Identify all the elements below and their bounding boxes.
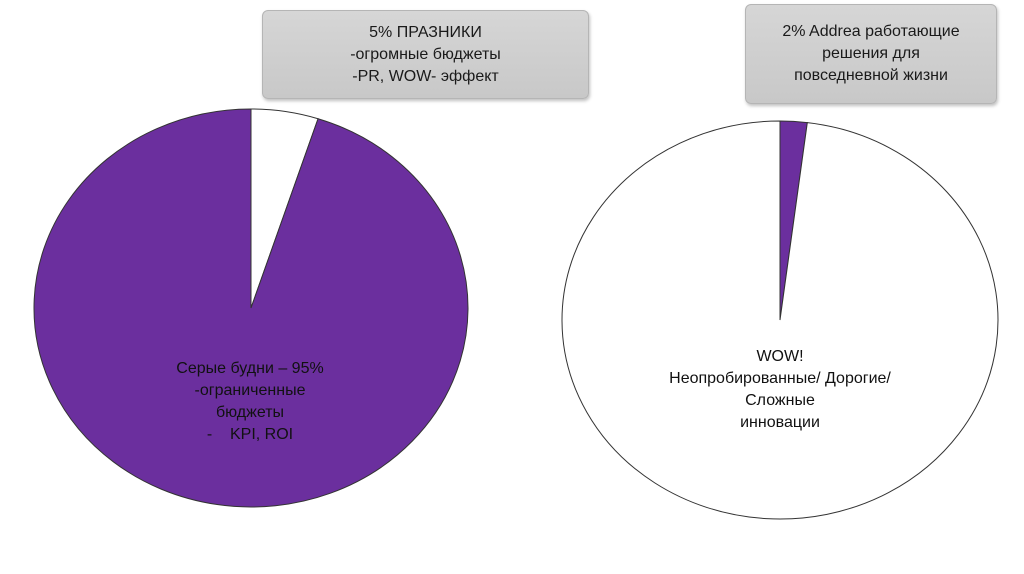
left-pie-label-line-3: бюджеты [215,404,285,421]
pie-chart-left [33,108,469,508]
right-pie-label-line-1: WOW! [756,348,804,365]
callout-left-line-3: -PR, WOW- эффект [352,67,499,85]
callout-right-line-1: 2% Addrea работающие [782,23,960,40]
left-pie-label-line-4: - KPI, ROI [206,426,294,443]
callout-right-line-2: решения для [822,45,920,62]
pie-right-slice-1 [561,120,999,520]
right-pie-label: WOW! Неопробированные/ Дорогие/ Сложные … [620,346,940,434]
callout-right: 2% Addrea работающие решения для повседн… [745,4,997,104]
pie-left-slice-1 [33,108,469,508]
right-pie-label-line-4: инновации [740,414,820,431]
right-pie-label-line-2: Неопробированные/ Дорогие/ [669,370,891,387]
left-pie-label: Серые будни – 95% -ограниченные бюджеты … [130,358,370,446]
left-pie-label-line-2: -ограниченные [194,382,306,399]
left-pie-label-line-1: Серые будни – 95% [176,360,324,377]
callout-left: 5% ПРАЗНИКИ -огромные бюджеты -PR, WOW- … [262,10,589,99]
pie-chart-right [561,120,999,520]
callout-left-line-1: 5% ПРАЗНИКИ [369,23,482,41]
callout-right-line-3: повседневной жизни [794,67,948,84]
callout-left-line-2: -огромные бюджеты [350,45,501,63]
right-pie-label-line-3: Сложные [745,392,815,409]
